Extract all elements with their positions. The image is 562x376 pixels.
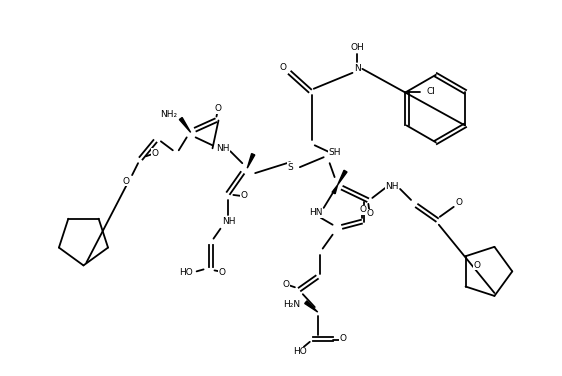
Text: O: O [367, 209, 374, 218]
Text: O: O [279, 64, 287, 73]
Polygon shape [338, 170, 347, 185]
Text: N: N [354, 64, 361, 73]
Text: Cl: Cl [426, 87, 435, 96]
Text: O: O [123, 177, 130, 185]
Text: NH: NH [386, 182, 399, 191]
Text: H₂N: H₂N [283, 300, 301, 309]
Text: O: O [241, 191, 248, 200]
Text: O: O [360, 205, 367, 214]
Text: O: O [151, 149, 158, 158]
Text: HO: HO [293, 347, 307, 356]
Text: HO: HO [179, 268, 193, 277]
Text: O: O [219, 268, 226, 277]
Polygon shape [305, 301, 318, 312]
Text: O: O [215, 104, 222, 113]
Text: O: O [455, 199, 462, 208]
Text: O: O [473, 261, 480, 270]
Text: NH: NH [221, 217, 235, 226]
Polygon shape [332, 185, 338, 194]
Text: O: O [339, 334, 346, 343]
Text: O: O [283, 280, 289, 289]
Text: OH: OH [351, 42, 364, 52]
Text: NH: NH [216, 144, 229, 153]
Text: HN: HN [309, 208, 323, 217]
Polygon shape [179, 118, 191, 132]
Polygon shape [247, 153, 255, 168]
Text: S: S [287, 163, 293, 172]
Text: NH₂: NH₂ [160, 110, 178, 119]
Text: SH: SH [328, 148, 341, 157]
